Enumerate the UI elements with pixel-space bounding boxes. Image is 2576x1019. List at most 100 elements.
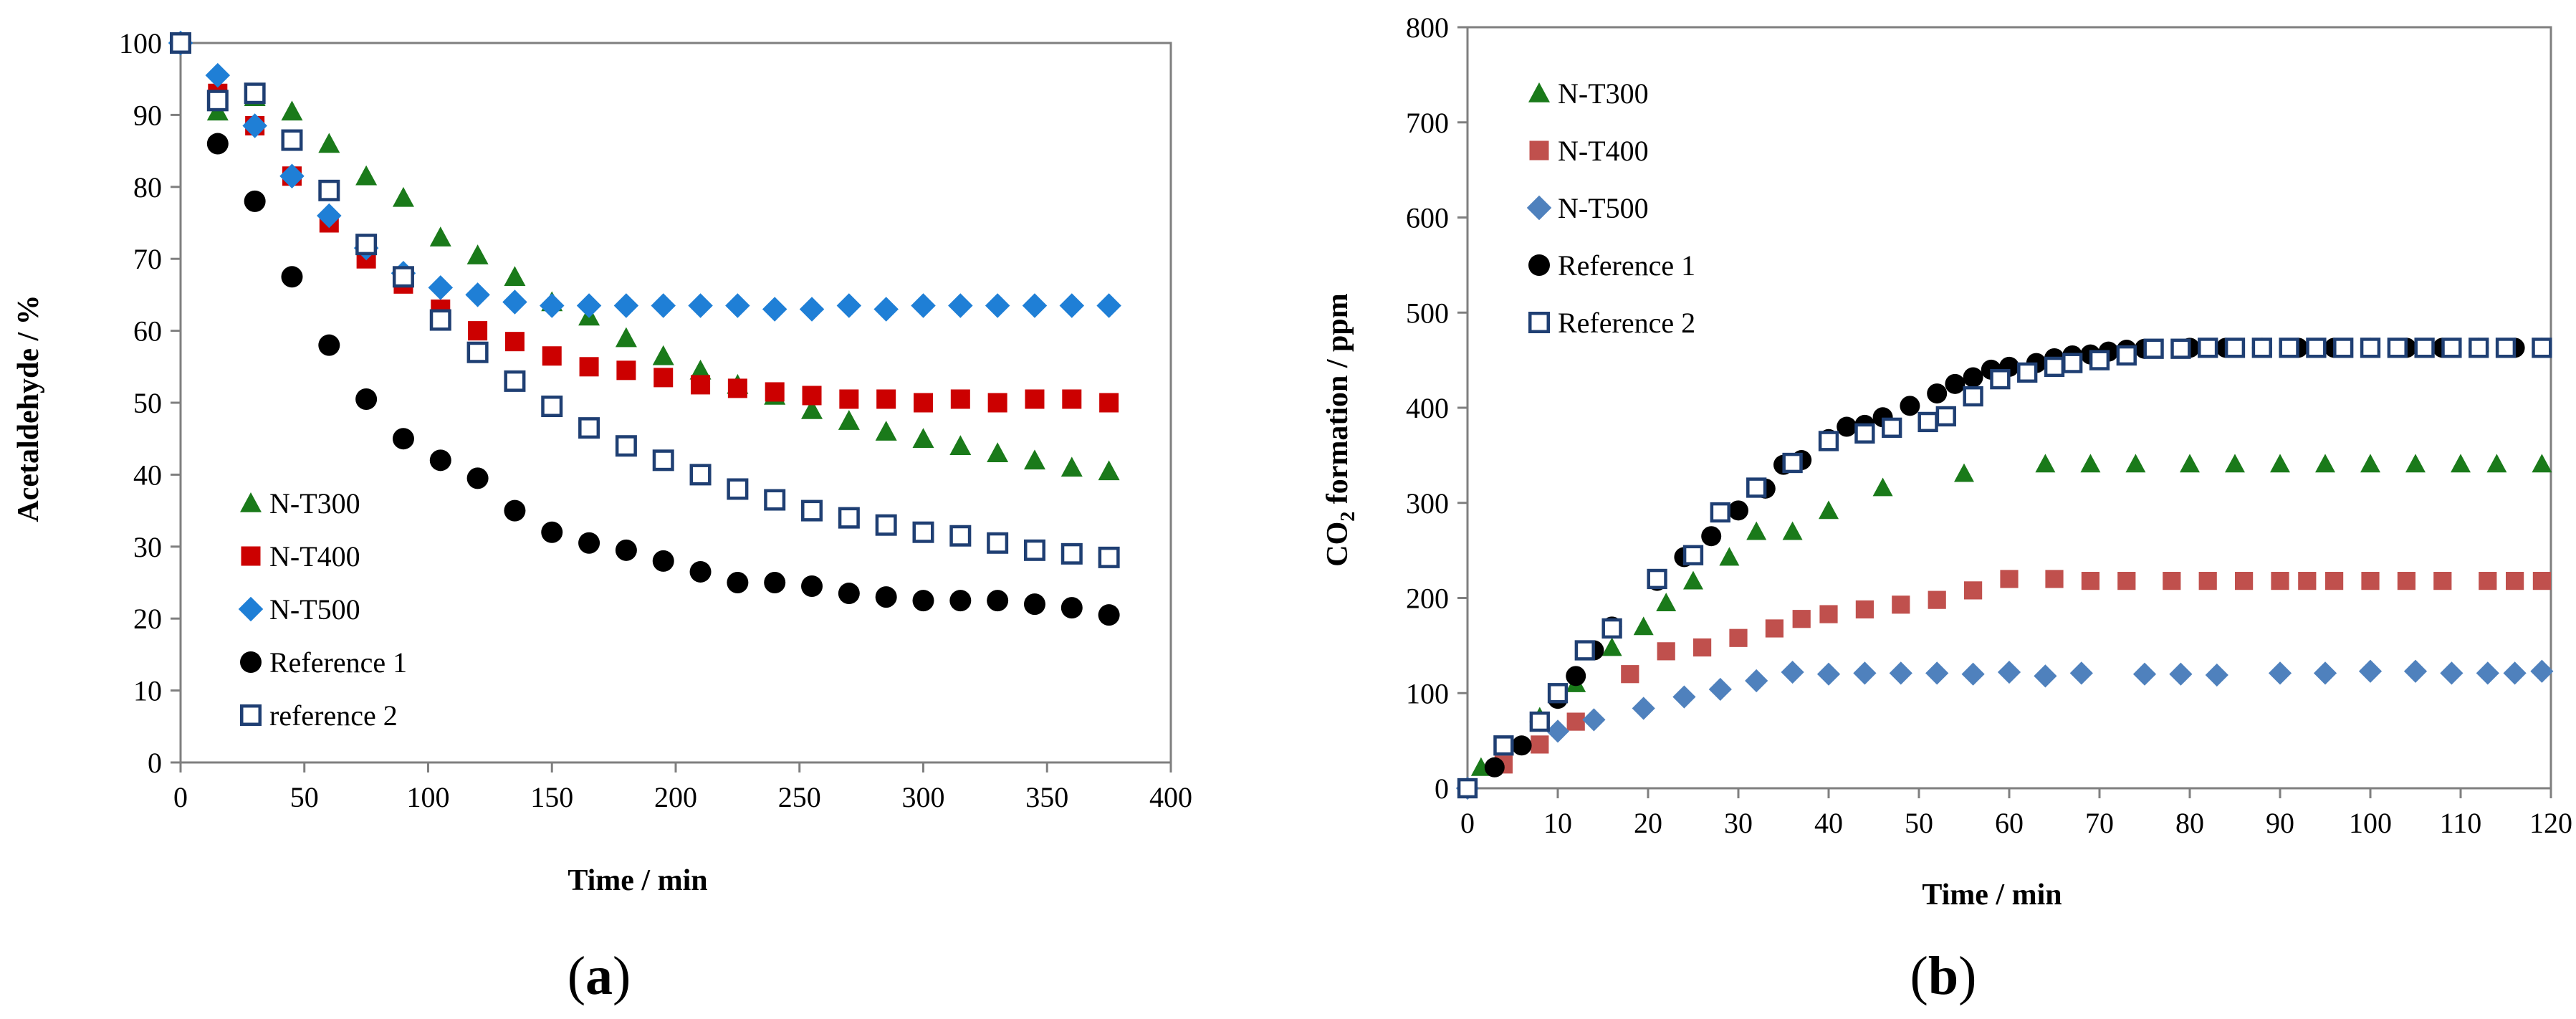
data-point <box>318 133 340 153</box>
legend-label: N-T400 <box>1558 135 1649 167</box>
y-axis-label-a: Acetaldehyde / % <box>12 295 45 522</box>
data-point <box>912 428 934 448</box>
legend-label: Reference 2 <box>1558 307 1695 339</box>
x-tick-label: 350 <box>1025 781 1068 813</box>
data-point <box>206 90 229 112</box>
data-point <box>727 378 747 398</box>
data-point <box>1782 521 1803 540</box>
data-point <box>1621 665 1639 684</box>
data-point <box>1601 637 1622 656</box>
data-point <box>1531 735 1549 754</box>
data-point <box>2361 572 2380 590</box>
data-point <box>1745 669 1768 693</box>
panel-letter-a: a <box>585 946 613 1006</box>
data-point <box>911 293 936 318</box>
data-points-a <box>168 30 1121 626</box>
series-n-t300 <box>170 32 1120 481</box>
plot-area-a <box>171 42 1172 772</box>
data-point <box>317 203 342 229</box>
x-tick-label: 50 <box>290 781 319 813</box>
data-point <box>799 297 825 322</box>
x-tick-label: 50 <box>1905 807 1933 839</box>
data-point <box>765 382 785 402</box>
data-point <box>504 266 526 287</box>
data-point <box>2062 353 2083 373</box>
data-point <box>355 388 378 410</box>
data-point <box>836 293 862 318</box>
data-point <box>1022 293 1048 318</box>
x-tick-label: 100 <box>407 781 450 813</box>
data-point <box>987 393 1007 413</box>
legend-label: reference 2 <box>269 699 398 732</box>
y-tick-label: 30 <box>133 531 162 563</box>
data-point <box>949 525 972 547</box>
data-point <box>873 297 899 322</box>
data-point <box>2198 572 2217 590</box>
data-point <box>1062 389 1082 409</box>
series-reference-2 <box>170 32 1120 568</box>
x-tick-label: 40 <box>1814 807 1843 839</box>
legend-label: Reference 1 <box>269 646 407 679</box>
data-point <box>875 586 897 608</box>
legend-label: N-T500 <box>269 593 360 626</box>
legend-marker <box>1528 254 1550 276</box>
data-point <box>318 179 340 201</box>
data-point <box>948 293 973 318</box>
data-point <box>1682 545 1704 565</box>
data-point <box>1023 539 1045 561</box>
data-point <box>281 266 303 288</box>
data-point <box>1892 595 1910 614</box>
data-point <box>652 449 674 472</box>
data-point <box>1098 460 1120 481</box>
series-reference-1 <box>170 32 1120 626</box>
data-point <box>2116 345 2137 366</box>
data-point <box>504 370 526 392</box>
data-point <box>1529 711 1550 732</box>
x-tick-label: 0 <box>1460 807 1475 839</box>
data-point <box>689 359 712 380</box>
data-point <box>1954 463 1974 482</box>
data-point <box>652 345 674 365</box>
data-point <box>2333 338 2354 358</box>
data-point <box>688 293 713 318</box>
data-point <box>281 129 303 151</box>
series-reference-1 <box>1457 338 2552 798</box>
data-point <box>578 417 600 439</box>
data-point <box>1990 369 2011 390</box>
x-tick-label: 80 <box>2175 807 2204 839</box>
data-point <box>355 234 378 256</box>
y-axis-label-b-sub: 2 <box>1337 512 1359 522</box>
data-point <box>1098 604 1120 626</box>
data-point <box>1023 593 1045 616</box>
data-point <box>2360 338 2381 358</box>
data-point <box>2125 454 2146 473</box>
legend-label: Reference 1 <box>1558 249 1695 282</box>
data-point <box>876 389 896 409</box>
data-point <box>504 499 526 522</box>
y-tick-label: 500 <box>1406 297 1449 329</box>
data-point <box>2486 454 2507 473</box>
x-tick-label: 90 <box>2266 807 2294 839</box>
x-tick-label: 150 <box>530 781 573 813</box>
data-point <box>1672 685 1696 709</box>
data-point <box>2495 338 2517 358</box>
legend-marker <box>240 651 262 673</box>
data-point <box>914 393 933 413</box>
legend-b: N-T300 N-T400 N-T500 Reference 1 Reference 2 <box>1526 77 1695 339</box>
data-point <box>2000 570 2019 588</box>
data-point <box>2034 664 2057 688</box>
data-point <box>242 113 267 138</box>
data-point <box>1601 618 1622 639</box>
data-point <box>465 282 490 307</box>
legend-label: N-T500 <box>1558 192 1649 224</box>
data-point <box>540 293 565 318</box>
data-point <box>392 186 414 207</box>
data-point <box>1023 449 1045 470</box>
data-point <box>2532 572 2551 590</box>
x-tick-label: 200 <box>654 781 697 813</box>
data-point <box>1099 393 1119 413</box>
data-point <box>2387 338 2408 358</box>
y-axis-label-b: CO2 formation / ppm <box>1321 293 1359 567</box>
data-point <box>1729 628 1748 647</box>
data-point <box>615 435 637 457</box>
